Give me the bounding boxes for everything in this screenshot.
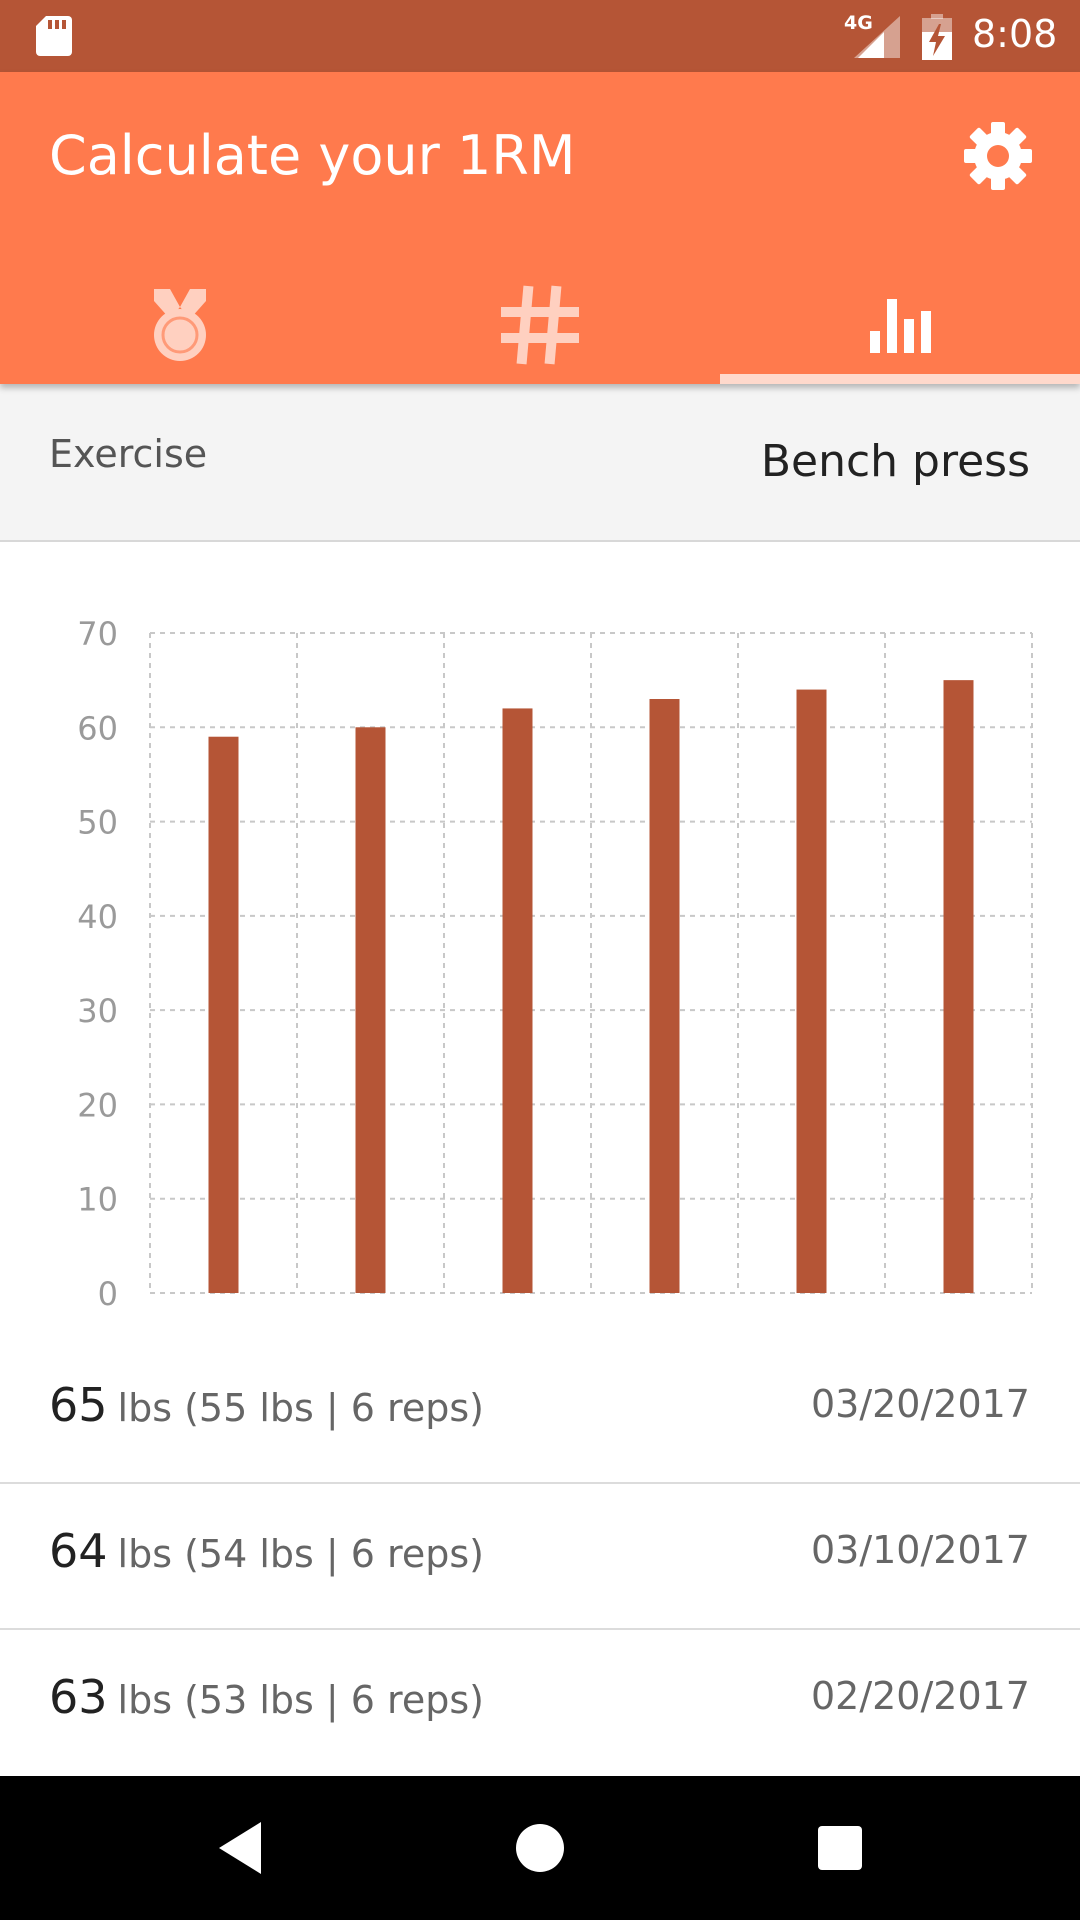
chart-bar[interactable] — [502, 708, 533, 1293]
tab-calculator[interactable] — [360, 266, 720, 384]
exercise-value[interactable]: Bench press — [760, 436, 1030, 487]
gear-icon[interactable] — [960, 118, 1036, 194]
status-time: 8:08 — [972, 12, 1058, 56]
home-icon — [516, 1824, 564, 1872]
sd-card-icon — [36, 16, 72, 56]
recents-button[interactable] — [800, 1808, 880, 1888]
history-detail: lbs (53 lbs | 6 reps) — [117, 1678, 484, 1722]
chart-bar[interactable] — [649, 699, 680, 1293]
history-one-rm: 65 — [49, 1378, 108, 1432]
network-indicator: 4G — [844, 12, 900, 58]
signal-icon — [854, 16, 900, 58]
bar-chart-icon — [870, 299, 931, 353]
history-detail: lbs (55 lbs | 6 reps) — [117, 1386, 484, 1430]
network-type-label: 4G — [844, 12, 873, 34]
y-tick-label: 50 — [77, 804, 118, 842]
y-tick-label: 30 — [77, 992, 118, 1030]
y-tick-label: 60 — [77, 709, 118, 747]
history-item[interactable]: 65 lbs (55 lbs | 6 reps) 03/20/2017 — [0, 1338, 1080, 1484]
y-tick-label: 20 — [77, 1086, 118, 1124]
history-date: 02/20/2017 — [810, 1674, 1030, 1718]
history-item[interactable]: 63 lbs (53 lbs | 6 reps) 02/20/2017 — [0, 1630, 1080, 1776]
history-values: 63 lbs (53 lbs | 6 reps) — [49, 1670, 484, 1724]
history-one-rm: 63 — [49, 1670, 108, 1724]
chart-bar[interactable] — [208, 736, 239, 1293]
history-one-rm: 64 — [49, 1524, 108, 1578]
y-tick-label: 0 — [98, 1275, 118, 1310]
app-bar: Calculate your 1RM — [0, 72, 1080, 384]
hash-icon — [501, 285, 579, 365]
y-tick-label: 10 — [77, 1181, 118, 1219]
home-button[interactable] — [500, 1808, 580, 1888]
chart-bar[interactable] — [796, 689, 827, 1293]
exercise-label: Exercise — [49, 432, 208, 476]
medal-icon — [154, 289, 206, 361]
system-nav-bar — [0, 1776, 1080, 1920]
history-date: 03/10/2017 — [810, 1528, 1030, 1572]
exercise-selector[interactable]: Exercise Bench press — [0, 384, 1080, 542]
history-values: 65 lbs (55 lbs | 6 reps) — [49, 1378, 484, 1432]
y-tick-label: 70 — [77, 615, 118, 653]
y-tick-label: 40 — [77, 898, 118, 936]
chart-bar[interactable] — [355, 727, 386, 1293]
history-bar-chart: 0 10 20 30 40 50 60 70 — [77, 615, 1033, 1310]
chart-bar[interactable] — [943, 680, 974, 1293]
back-button[interactable] — [200, 1808, 280, 1888]
history-values: 64 lbs (54 lbs | 6 reps) — [49, 1524, 484, 1578]
tab-records[interactable] — [0, 266, 360, 384]
app-title: Calculate your 1RM — [49, 124, 576, 187]
selected-tab-indicator — [720, 374, 1080, 384]
back-icon — [219, 1822, 261, 1874]
tab-history-chart[interactable] — [720, 266, 1080, 384]
battery-charging-icon — [922, 14, 952, 60]
history-date: 03/20/2017 — [810, 1382, 1030, 1426]
history-detail: lbs (54 lbs | 6 reps) — [117, 1532, 484, 1576]
recents-icon — [818, 1826, 862, 1870]
status-bar: 4G 8:08 — [0, 0, 1080, 72]
history-item[interactable]: 64 lbs (54 lbs | 6 reps) 03/10/2017 — [0, 1484, 1080, 1630]
